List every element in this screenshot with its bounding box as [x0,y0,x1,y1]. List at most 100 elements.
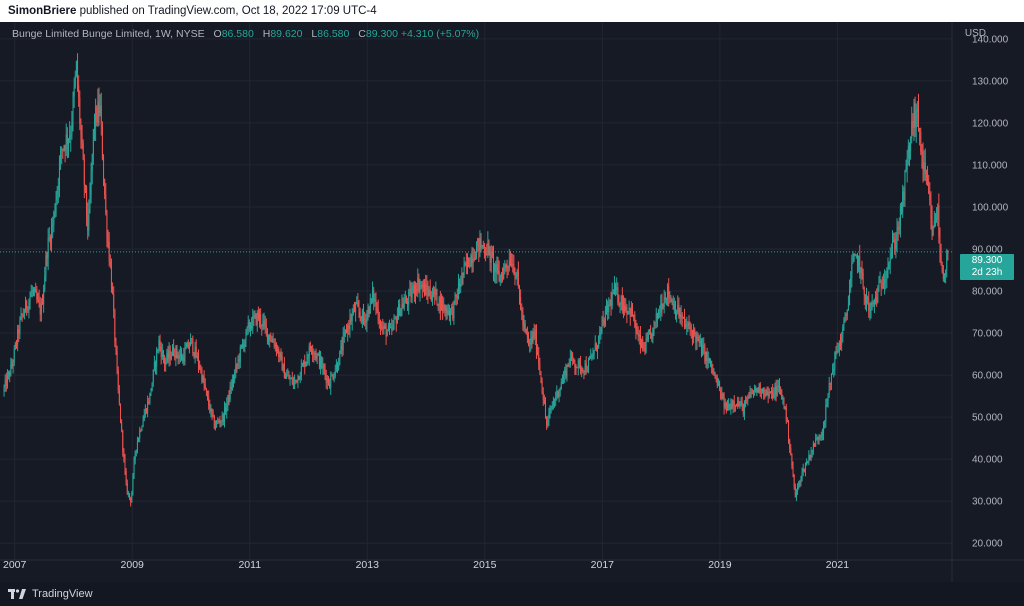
candle-body [131,492,133,503]
candle-body [396,315,398,324]
candle-body [738,401,740,407]
candle-body [277,349,279,352]
candle-body [803,468,805,472]
candle-body [140,430,142,432]
candle-body [698,337,700,343]
candle-body [524,323,526,329]
candle-body [543,400,545,404]
candle-body [393,318,395,324]
candle-body [233,379,235,381]
candle-body [535,329,537,352]
candle-body [13,348,15,363]
candle-body [507,267,509,269]
tradingview-logo-icon[interactable] [8,588,26,600]
candle-body [690,330,692,332]
x-tick-label: 2015 [473,559,497,571]
candle-body [288,375,290,380]
candle-body [572,353,574,359]
candle-body [452,306,454,319]
candle-body [312,350,314,355]
candle-body [188,346,190,349]
candle-body [99,105,101,114]
candle-body [560,381,562,388]
candle-body [447,310,449,315]
candle-body [888,263,890,269]
candle-body [776,385,778,396]
candle-body [226,404,228,412]
candle-body [646,338,648,340]
candle-body [574,362,576,368]
candle-body [528,337,530,342]
candle-body [360,316,362,322]
candle-body [71,122,73,135]
candle-body [309,346,311,350]
candle-body [504,264,506,268]
chart-area[interactable]: 140.000 130.000 120.000 110.000 100.000 90.00… [0,22,1024,582]
symbol-title[interactable]: Bunge Limited Bunge Limited, 1W, NYSE [12,28,205,40]
candle-body [578,360,580,362]
footer-bar: TradingView [0,582,1024,606]
candle-body [668,285,670,298]
candle-body [317,353,319,355]
currency-label[interactable]: USD [964,28,986,39]
candle-body [398,304,400,316]
candle-body [552,401,554,406]
candle-body [281,355,283,371]
y-tick-label: 20.000 [972,539,1003,550]
candle-body [602,319,604,321]
candle-body [237,359,239,365]
candle-body [29,296,31,301]
candle-body [75,61,77,76]
candle-body [65,134,67,151]
candle-body [81,134,83,144]
candle-body [69,136,71,140]
candle-body [615,284,617,290]
candle-body [873,299,875,304]
candle-body [425,284,427,295]
candle-body [716,378,718,386]
candle-body [193,353,195,356]
candle-body [236,364,238,366]
candle-body [190,338,192,347]
candle-body [377,308,379,321]
candle-body [932,226,934,236]
candle-body [706,352,708,362]
candle-body [717,383,719,386]
candle-body [777,385,779,387]
x-tick-label: 2011 [238,559,261,571]
price-chart[interactable]: 140.000 130.000 120.000 110.000 100.000 90.00… [0,22,1024,582]
candle-body [554,400,556,402]
candle-body [467,257,469,266]
candle-body [470,255,472,267]
footer-brand[interactable]: TradingView [32,588,93,600]
candle-body [621,296,623,311]
candle-body [708,357,710,364]
candle-body [290,378,292,380]
candle-body [429,289,431,297]
candle-body [767,392,769,397]
candle-body [125,470,127,483]
candle-body [43,289,45,305]
candle-body [641,339,643,347]
candle-body [251,326,253,329]
candle-body [228,394,230,400]
x-tick-label: 2021 [826,559,850,571]
candle-body [460,283,462,287]
candle-body [630,306,632,317]
candle-body [924,162,926,174]
candle-body [782,397,784,399]
candle-body [375,298,377,308]
candle-body [60,150,62,163]
candle-body [231,379,233,390]
y-tick-label: 130.000 [972,76,1009,87]
candle-body [270,340,272,342]
bar-countdown: 2d 23h [971,267,1003,278]
candle-body [817,437,819,440]
author-name[interactable]: SimonBriere [8,5,77,17]
candle-body [298,375,300,380]
candle-body [96,107,98,123]
candle-body [229,386,231,400]
candle-body [500,275,502,277]
candle-body [661,303,663,310]
candle-body [100,105,102,124]
